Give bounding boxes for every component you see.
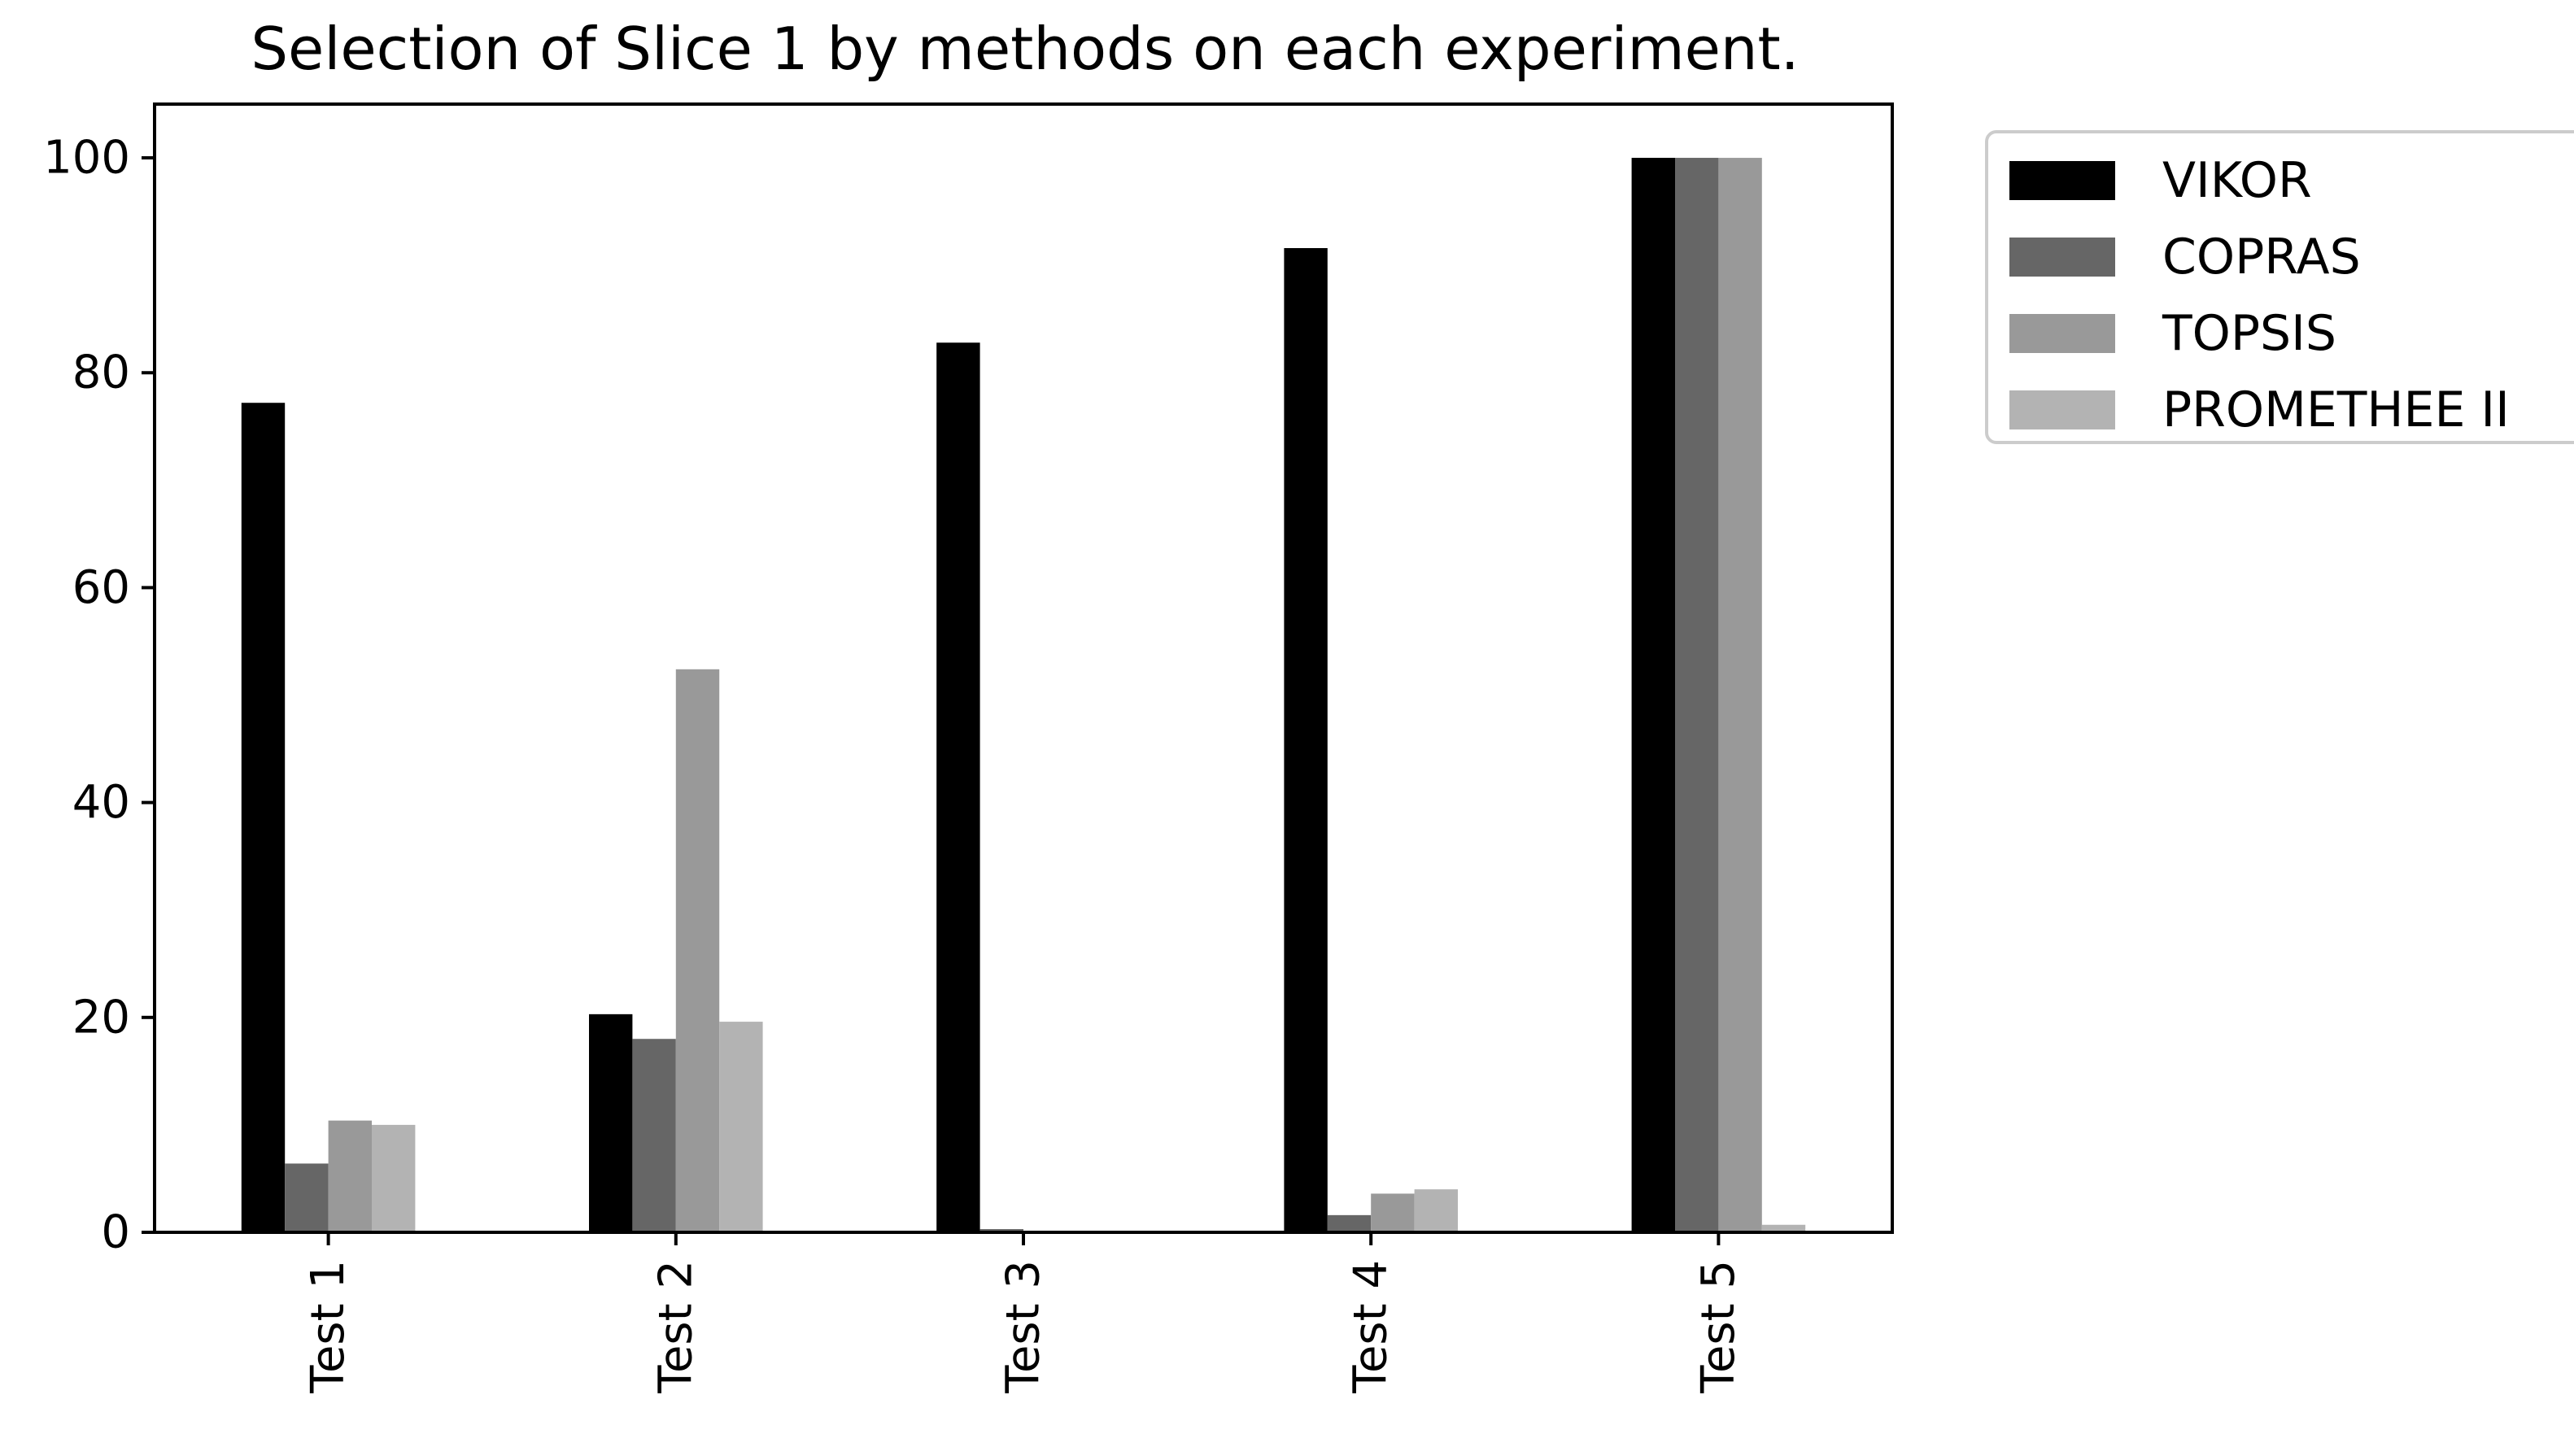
bar-promethee-ii-test-5 (1761, 1224, 1806, 1232)
bar-vikor-test-5 (1631, 158, 1675, 1233)
bar-vikor-test-1 (241, 403, 286, 1233)
legend: VIKOR COPRAS TOPSIS PROMETHEE II (1985, 130, 2574, 444)
y-tick-label-0: 0 (101, 1206, 130, 1259)
bar-copras-test-2 (632, 1039, 676, 1232)
bar-topsis-test-5 (1718, 158, 1762, 1233)
x-axis-ticks: Test 1 Test 2 Test 3 Test 4 Test 5 (302, 1232, 1745, 1394)
y-tick-label-100: 100 (43, 132, 130, 185)
y-tick-label-40: 40 (72, 776, 130, 829)
bar-vikor-test-2 (589, 1014, 633, 1232)
bar-copras-test-5 (1675, 158, 1719, 1233)
x-tick-label-test-2: Test 2 (649, 1260, 702, 1394)
chart-title: Selection of Slice 1 by methods on each … (251, 15, 1800, 83)
x-tick-label-test-5: Test 5 (1692, 1260, 1745, 1394)
x-tick-label-test-1: Test 1 (302, 1260, 355, 1394)
bar-topsis-test-4 (1371, 1193, 1415, 1232)
legend-item-topsis: TOPSIS (2009, 305, 2336, 362)
bar-copras-test-4 (1327, 1214, 1372, 1232)
bar-topsis-test-1 (328, 1120, 372, 1232)
bar-copras-test-1 (285, 1163, 329, 1232)
legend-item-copras: COPRAS (2009, 229, 2361, 286)
legend-swatch-topsis (2009, 314, 2115, 353)
bar-vikor-test-4 (1284, 248, 1328, 1233)
legend-label-copras: COPRAS (2162, 229, 2361, 286)
y-tick-label-60: 60 (72, 561, 130, 614)
bar-promethee-ii-test-2 (719, 1022, 763, 1232)
y-tick-label-20: 20 (72, 991, 130, 1044)
legend-swatch-vikor (2009, 161, 2115, 200)
bar-promethee-ii-test-4 (1414, 1189, 1458, 1232)
legend-swatch-copras (2009, 238, 2115, 277)
y-tick-label-80: 80 (72, 347, 130, 399)
legend-swatch-promethee-ii (2009, 390, 2115, 429)
bars-layer (241, 158, 1806, 1233)
legend-label-promethee-ii: PROMETHEE II (2162, 381, 2510, 438)
legend-label-vikor: VIKOR (2162, 152, 2312, 209)
legend-item-vikor: VIKOR (2009, 152, 2312, 209)
bar-vikor-test-3 (936, 342, 980, 1232)
x-tick-label-test-4: Test 4 (1345, 1260, 1398, 1394)
y-axis-ticks: 0 20 40 60 80 100 (43, 132, 155, 1259)
bar-promethee-ii-test-1 (372, 1124, 416, 1232)
bar-topsis-test-2 (675, 669, 720, 1232)
legend-item-promethee-ii: PROMETHEE II (2009, 381, 2510, 438)
legend-label-topsis: TOPSIS (2162, 305, 2336, 362)
x-tick-label-test-3: Test 3 (997, 1260, 1050, 1394)
